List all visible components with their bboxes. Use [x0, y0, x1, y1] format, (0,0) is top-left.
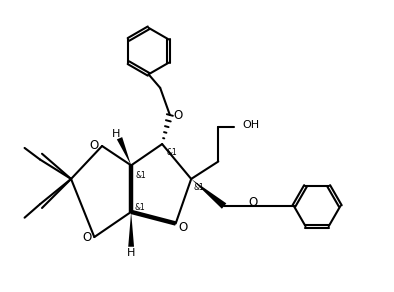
Text: H: H	[127, 248, 135, 258]
Text: O: O	[90, 139, 99, 152]
Text: &1: &1	[136, 171, 147, 180]
Text: H: H	[112, 128, 121, 139]
Text: O: O	[249, 196, 258, 209]
Text: O: O	[83, 231, 92, 244]
Text: &1: &1	[134, 203, 145, 212]
Polygon shape	[117, 137, 131, 165]
Text: &1: &1	[193, 183, 204, 192]
Text: OH: OH	[243, 120, 260, 130]
Polygon shape	[191, 179, 226, 209]
Polygon shape	[128, 212, 134, 247]
Text: O: O	[178, 221, 187, 234]
Text: &1: &1	[167, 148, 178, 157]
Text: O: O	[174, 109, 183, 121]
